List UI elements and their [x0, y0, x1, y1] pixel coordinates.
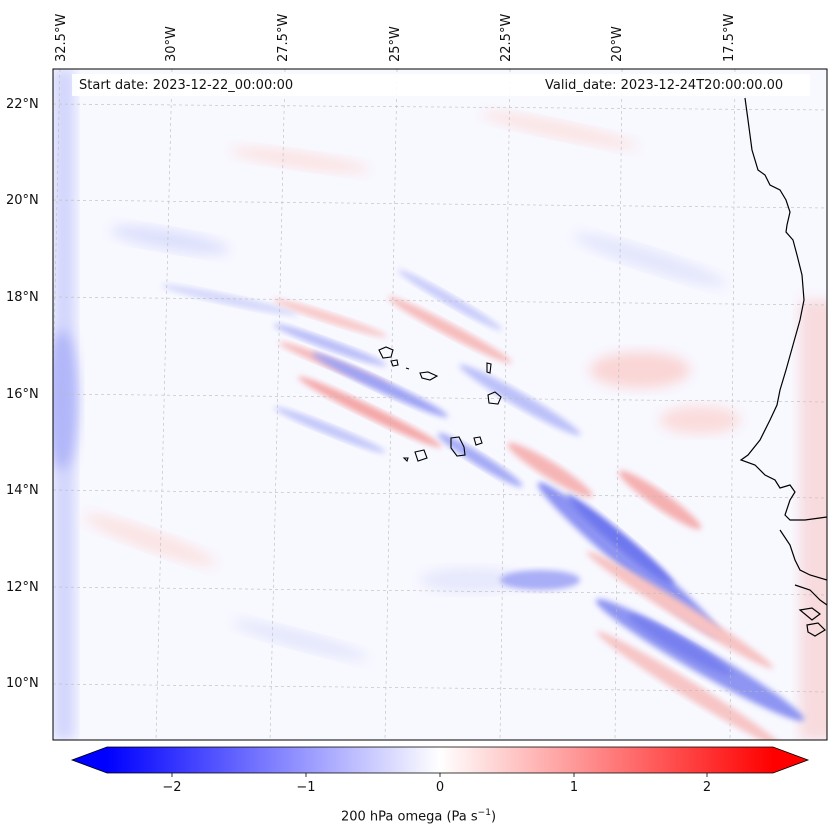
- colorbar-tick-label: 0: [435, 780, 445, 795]
- colorbar-title-exponent: −1: [477, 808, 491, 818]
- start-date-label: Start date: 2023-12-22_00:00:00: [79, 78, 294, 93]
- coastline: [739, 97, 827, 637]
- lat-label-20n: 20°N: [6, 193, 39, 208]
- colorbar-ticks: [171, 773, 708, 777]
- colorbar-outline: [70, 746, 810, 774]
- colorbar-tick-label: 1: [569, 780, 579, 795]
- colorbar: [70, 746, 810, 777]
- lat-label-14n: 14°N: [6, 483, 39, 498]
- lat-label-12n: 12°N: [6, 580, 39, 595]
- lon-label-25w: 25°W: [388, 26, 403, 62]
- lon-label-32-5w: 32.5°W: [54, 13, 69, 62]
- header-strip: [72, 74, 810, 96]
- lon-label-17-5w: 17.5°W: [722, 13, 737, 62]
- lon-label-20w: 20°W: [610, 26, 625, 62]
- colorbar-tick-label: −2: [162, 780, 182, 795]
- colorbar-max-arrow: [773, 747, 808, 773]
- colorbar-title-end: ): [490, 809, 497, 825]
- colorbar-title: 200 hPa omega (Pa s−1): [0, 808, 837, 824]
- colorbar-tick-label: −1: [296, 780, 316, 795]
- colorbar-min-arrow: [72, 747, 107, 773]
- colorbar-gradient: [107, 747, 773, 773]
- valid-date-label: Valid_date: 2023-12-24T20:00:00.00: [545, 78, 784, 93]
- lon-label-27-5w: 27.5°W: [276, 13, 291, 62]
- lat-label-22n: 22°N: [6, 97, 39, 112]
- colorbar-title-main: 200 hPa omega (Pa s: [340, 809, 478, 825]
- lat-label-16n: 16°N: [6, 387, 39, 402]
- lon-label-30w: 30°W: [164, 26, 179, 62]
- omega-field: [53, 69, 827, 740]
- graticule: [53, 69, 827, 740]
- lat-label-18n: 18°N: [6, 290, 39, 305]
- map-frame-background: [53, 69, 827, 740]
- map-border: [52, 68, 828, 741]
- colorbar-tick-label: 2: [702, 780, 712, 795]
- cape-verde-islands: [378, 346, 502, 463]
- lat-label-10n: 10°N: [6, 676, 39, 691]
- lon-label-22-5w: 22.5°W: [499, 13, 514, 62]
